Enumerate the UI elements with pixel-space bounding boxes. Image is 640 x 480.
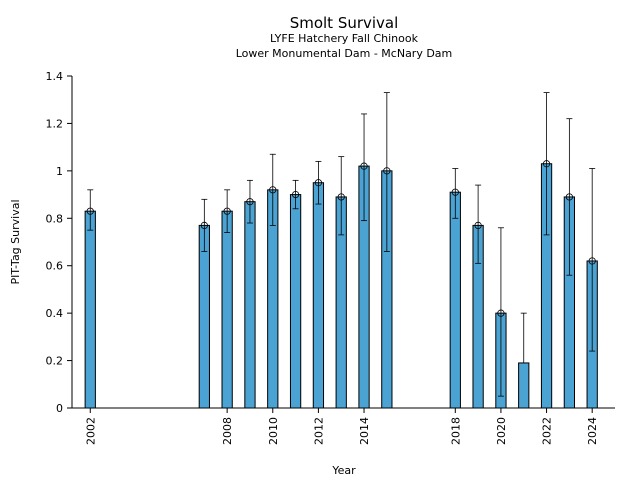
point-marker-2015 (383, 167, 391, 175)
point-marker-2013 (337, 193, 345, 201)
x-axis-ticks: 2002 2008 2010 2012 2014 2018 2020 2022 2024 (84, 408, 599, 445)
chart-subtitle-line-2: Lower Monumental Dam - McNary Dam (236, 47, 453, 60)
y-tick-label: 1.4 (46, 70, 64, 83)
x-tick-label: 2022 (541, 417, 554, 445)
x-tick-label: 2018 (449, 417, 462, 445)
point-marker-2018 (451, 188, 459, 196)
bar-2012 (312, 182, 325, 409)
bar-2008 (221, 210, 233, 409)
y-tick-label: 0.6 (46, 260, 64, 273)
x-axis-label: Year (331, 464, 356, 477)
bar-2002 (84, 210, 96, 409)
x-tick-label: 2014 (358, 417, 371, 445)
bar-2011 (289, 194, 302, 409)
point-marker-2009 (246, 198, 254, 206)
point-marker-2012 (314, 179, 323, 187)
point-marker-2019 (474, 221, 482, 229)
bar-2018 (449, 191, 461, 409)
bar-2009 (244, 201, 256, 409)
x-tick-label: 2012 (312, 417, 325, 445)
x-tick-label: 2002 (84, 417, 97, 445)
point-marker-2014 (360, 162, 368, 170)
chart-subtitle-line-1: LYFE Hatchery Fall Chinook (270, 32, 419, 45)
point-marker-2010 (269, 186, 277, 194)
point-marker-2011 (291, 190, 300, 199)
plot-area (84, 92, 598, 409)
point-marker-2023 (565, 193, 573, 201)
y-axis-ticks: 0 0.2 0.4 0.6 0.8 1 1.2 1.4 (46, 70, 72, 415)
point-marker-2024 (588, 257, 596, 265)
bar-2021 (518, 362, 530, 409)
y-tick-label: 0.8 (46, 212, 64, 225)
chart-title: Smolt Survival (290, 14, 399, 32)
bar-2007 (198, 224, 210, 409)
y-tick-label: 0 (56, 402, 63, 415)
point-marker-2002 (86, 207, 94, 215)
x-tick-label: 2020 (495, 417, 508, 445)
point-marker-2022 (542, 160, 551, 168)
point-marker-2020 (497, 309, 505, 317)
y-axis-label: PIT-Tag Survival (9, 199, 22, 284)
point-marker-2007 (200, 221, 208, 229)
y-tick-label: 0.2 (46, 355, 64, 368)
y-tick-label: 0.4 (46, 307, 64, 320)
y-tick-label: 1 (56, 165, 63, 178)
x-tick-label: 2024 (586, 417, 599, 445)
x-tick-label: 2010 (267, 417, 280, 445)
y-tick-label: 1.2 (46, 117, 64, 130)
point-marker-2008 (223, 207, 231, 215)
x-tick-label: 2008 (221, 417, 234, 445)
